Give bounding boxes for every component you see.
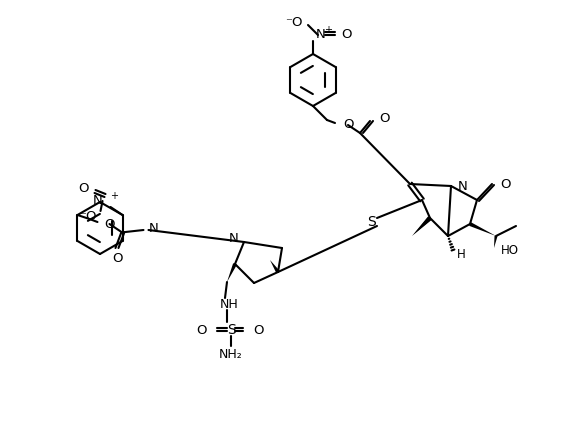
Text: S: S — [227, 323, 235, 337]
Text: HO: HO — [501, 244, 519, 256]
Text: NH: NH — [220, 297, 238, 310]
Polygon shape — [414, 217, 431, 234]
Polygon shape — [494, 236, 498, 248]
Text: O: O — [105, 217, 115, 230]
Text: NH₂: NH₂ — [219, 347, 243, 361]
Text: N: N — [458, 179, 468, 193]
Text: O: O — [112, 251, 123, 264]
Text: H: H — [457, 248, 466, 260]
Text: ⁻O: ⁻O — [79, 210, 96, 224]
Text: ⁻O: ⁻O — [285, 15, 303, 28]
Polygon shape — [227, 263, 237, 282]
Text: N: N — [149, 221, 158, 235]
Polygon shape — [270, 260, 280, 273]
Text: +: + — [324, 25, 332, 35]
Text: O: O — [341, 27, 351, 41]
Text: N: N — [93, 194, 102, 207]
Text: S: S — [367, 215, 376, 229]
Text: O: O — [500, 178, 511, 191]
Text: O: O — [379, 113, 390, 126]
Text: O: O — [343, 118, 354, 132]
Text: +: + — [110, 191, 119, 201]
Text: O: O — [253, 324, 263, 336]
Text: O: O — [78, 182, 88, 194]
Text: O: O — [196, 324, 207, 336]
Text: N: N — [229, 232, 239, 245]
Text: N: N — [316, 28, 326, 42]
Polygon shape — [469, 222, 496, 236]
Polygon shape — [412, 216, 432, 236]
